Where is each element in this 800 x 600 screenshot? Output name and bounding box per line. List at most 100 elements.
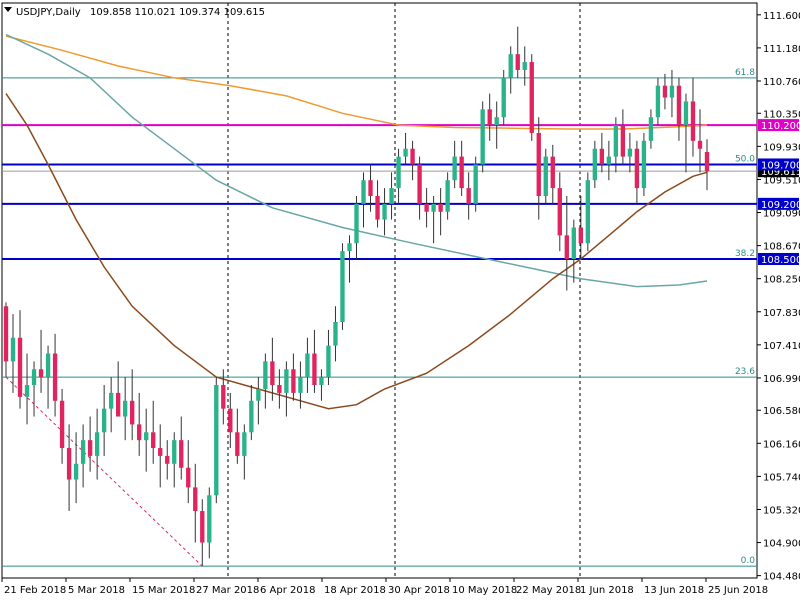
candle-body [606,156,612,165]
candle-body [242,432,247,456]
candle-body [207,495,212,543]
candle-body [669,85,675,98]
candle-body [186,467,191,488]
price-tag-label: 109.200 [761,200,800,211]
y-tick-label: 109.510 [763,175,800,186]
candle-body [193,487,198,512]
x-tick-label: 18 Apr 2018 [324,585,386,596]
candle-body [179,440,184,468]
y-tick-label: 105.740 [763,472,800,483]
candle-body [326,345,331,378]
candle-body [522,62,527,70]
candle-body [52,353,58,401]
y-tick-label: 104.900 [763,539,800,550]
candle-body [480,109,485,165]
candle-body [221,385,226,409]
y-tick-label: 108.670 [763,242,800,253]
candles [3,26,710,567]
fib-level-label: 50.0 [735,154,755,164]
candle-body [38,369,44,378]
candle-body [396,156,401,189]
horizontal-levels [2,77,757,567]
x-tick-label: 10 May 2018 [452,585,517,596]
price-tag-box [758,252,799,265]
candle-body [228,408,233,433]
candle-body [585,180,591,244]
candle-body [550,156,555,189]
candle-body [676,85,682,126]
x-tick-label: 13 Jun 2018 [644,585,704,596]
candle-body [431,203,436,212]
y-tick-label: 108.250 [763,275,800,286]
y-tick-label: 107.830 [763,308,800,319]
candle-body [662,85,668,98]
candle-body [270,361,275,386]
candle-body [31,369,37,386]
candle-body [704,152,710,172]
candle-body [543,156,548,196]
candle-body [214,385,219,496]
candle-body [291,369,296,393]
fib-level-label: 0.0 [741,556,756,566]
y-tick-label: 106.160 [763,439,800,450]
y-tick-label: 111.180 [763,44,800,55]
y-tick-label: 109.090 [763,209,800,220]
candle-body [319,377,324,386]
candle-body [648,117,654,141]
x-tick-label: 30 Apr 2018 [388,585,450,596]
y-tick-label: 105.320 [763,505,800,516]
candle-body [94,432,100,456]
candle-body [115,392,121,417]
y-tick-label: 110.350 [763,109,800,120]
level-labels: 61.8 110.200 109.700 109.200 108.500 23.6 0.0 5… [735,68,800,566]
dropdown-arrow-icon[interactable] [4,7,12,12]
candle-body [501,77,506,118]
ma-orange-line [5,35,708,130]
candle-body [459,156,464,189]
y-tick-label: 104.480 [763,572,800,583]
candle-body [599,148,605,165]
candle-body [557,188,562,236]
candle-body [697,140,703,149]
candle-body [424,203,429,212]
x-tick-label: 25 Jun 2018 [708,585,768,596]
y-tick-label: 110.760 [763,77,800,88]
x-tick-label: 5 Mar 2018 [68,585,125,596]
candle-body [564,235,569,259]
candle-body [417,164,422,204]
candle-body [592,148,598,181]
ma-brown-line [5,93,708,410]
candle-body [529,62,534,133]
candle-body [45,353,51,378]
candle-body [410,148,415,165]
x-tick-label: 27 Mar 2018 [196,585,259,596]
price-tag-box [758,158,799,171]
candle-body [438,203,443,212]
moving-averages [5,33,708,410]
y-tick-label: 109.930 [763,142,800,153]
time-axis: 21 Feb 2018 5 Mar 2018 15 Mar 2018 27 Mar 2… [1,578,768,596]
candle-body [17,337,23,397]
candle-body [452,156,457,181]
candle-body [368,180,373,196]
candle-body [333,322,338,346]
candle-body [403,148,408,157]
candle-body [137,424,142,441]
candle-body [200,511,205,543]
candle-body [165,455,170,464]
candle-body [634,148,640,189]
candle-body [130,400,135,425]
candle-body [494,117,499,126]
grid-layer [1,2,758,579]
candle-body [10,337,16,362]
candle-body [122,400,128,417]
candle-body [690,101,696,141]
candle-body [108,392,114,409]
x-tick-label: 22 May 2018 [516,585,581,596]
candle-body [305,353,310,378]
fib-level-label: 23.6 [735,367,755,377]
candle-body [144,432,149,441]
candle-body [87,440,93,456]
